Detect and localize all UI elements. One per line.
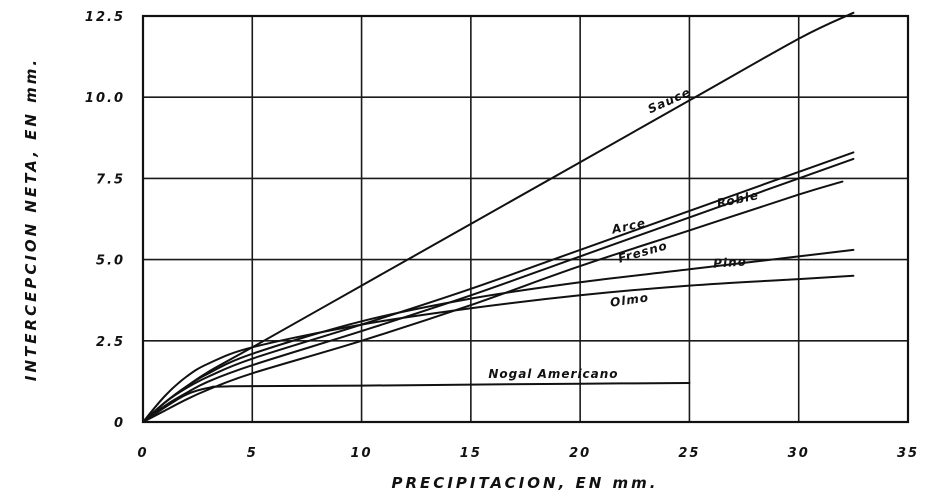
- series-label: Olmo: [609, 290, 650, 309]
- x-tick-label: 10: [351, 446, 373, 461]
- plot-frame: [141, 14, 910, 424]
- x-tick-label: 20: [569, 446, 591, 461]
- series-group: [142, 11, 855, 423]
- y-tick-label: 0: [114, 416, 125, 431]
- x-tick-label: 0: [137, 446, 148, 461]
- series-line-nogal-americano: [142, 382, 691, 423]
- series-label: Nogal Americano: [488, 367, 618, 381]
- y-tick-label: 10.0: [85, 91, 125, 106]
- series-label: Roble: [716, 188, 761, 211]
- series-line-olmo: [142, 274, 855, 423]
- grid-lines: [143, 16, 908, 422]
- series-line-roble: [142, 157, 855, 423]
- y-tick-label: 2.5: [96, 335, 125, 350]
- series-label: Pino: [713, 254, 748, 270]
- x-tick-label: 15: [460, 446, 482, 461]
- series-label: Fresno: [616, 238, 669, 265]
- y-tick-label: 7.5: [96, 172, 125, 187]
- x-tick-label: 5: [247, 446, 258, 461]
- x-axis-title: PRECIPITACION, EN mm.: [392, 474, 659, 492]
- series-line-fresno: [142, 180, 844, 423]
- series-line-pino: [142, 248, 855, 423]
- x-tick-labels: 0 5 10 15 20 25 30 35: [137, 446, 919, 461]
- x-tick-label: 25: [678, 446, 700, 461]
- y-tick-labels: 0 2.5 5.0 7.5 10.0 12.5: [85, 10, 125, 431]
- y-tick-label: 5.0: [96, 254, 125, 269]
- y-tick-label: 12.5: [85, 10, 125, 25]
- x-tick-label: 35: [897, 446, 919, 461]
- x-tick-label: 30: [788, 446, 810, 461]
- y-axis-title: INTERCEPCION NETA, EN mm.: [22, 57, 40, 381]
